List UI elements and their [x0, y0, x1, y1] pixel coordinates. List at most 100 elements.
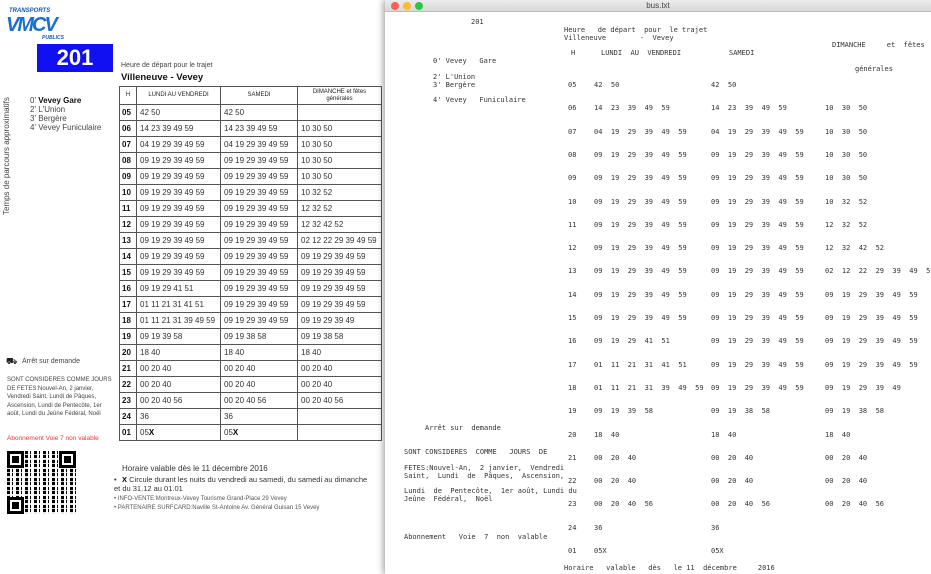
stop-name: L'Union: [38, 105, 66, 114]
cell-dimanche: 18 40: [297, 344, 382, 361]
on-request-label: Arrêt sur demande: [22, 358, 80, 365]
txt-cell-dimanche: 00 20 40: [825, 453, 868, 462]
txt-cell-lundi: 00 20 40: [594, 477, 637, 486]
txt-cell-lundi: 00 20 40: [594, 453, 637, 462]
txt-holidays: Lundi de Pentecôte, 1er août, Lundi du: [404, 487, 577, 495]
stop-item: 2' L'Union: [30, 105, 101, 114]
cell-h: 08: [119, 152, 137, 169]
txt-cell-dimanche: 09 19 38 58: [825, 407, 885, 416]
cell-dimanche: 09 19 29 39 49 59: [297, 296, 382, 313]
timetable-row: 13 09 19 29 39 49 59 09 19 29 39 49 59 02 1…: [119, 232, 382, 249]
cell-samedi: 09 19 29 39 49 59: [220, 184, 298, 201]
timetable-row: 16 09 19 29 41 51 09 19 29 39 49 59 09 19 2…: [119, 280, 382, 297]
cell-h: 24: [119, 408, 137, 425]
txt-cell-samedi: 09 19 29 39 49 59: [711, 360, 804, 369]
cell-lundi: 09 19 29 39 49 59: [136, 168, 221, 185]
txt-cell-lundi: 09 19 29 39 49 59: [594, 220, 687, 229]
txt-cell-lundi: 09 19 29 41 51: [594, 337, 670, 346]
cell-dimanche: 10 30 50: [297, 152, 382, 169]
txt-cell-samedi: 09 19 29 39 49 59: [711, 314, 804, 322]
partner-line: • PARTENAIRE SURFCARD:Naville St-Antoine…: [114, 505, 320, 511]
timetable-row: 10 09 19 29 39 49 59 09 19 29 39 49 59 10 3…: [119, 184, 382, 201]
txt-cell-dimanche: 02 12 22 29 39 49 59: [825, 267, 931, 276]
txt-cell-h: 16: [568, 337, 577, 346]
txt-holidays: FETES:Nouvel-An, 2 janvier, Vendredi: [404, 464, 565, 472]
cell-lundi: 09 19 39 58: [136, 328, 221, 345]
txt-cell-samedi: 09 19 38 58: [711, 407, 771, 416]
txt-cell-dimanche: 09 19 29 39 49 59: [825, 337, 918, 346]
txt-cell-dimanche: 10 32 52: [825, 197, 868, 206]
txt-cell-h: 06: [568, 104, 577, 113]
cell-dimanche: 09 19 29 39 49: [297, 312, 382, 329]
holidays-note: SONT CONSIDERES COMME JOURS DE FETES:Nou…: [7, 377, 112, 417]
close-button[interactable]: [391, 2, 399, 10]
txt-heading1: Heure de départ pour le trajet: [564, 26, 708, 34]
txt-cell-h: 01: [568, 547, 577, 555]
txt-cell-samedi: 36: [711, 523, 720, 532]
cell-h: 17: [119, 296, 137, 313]
cell-dimanche: 10 32 52: [297, 184, 382, 201]
zoom-button[interactable]: [415, 2, 423, 10]
on-request-icon: ⛟: [6, 356, 18, 366]
timetable-row: 15 09 19 29 39 49 59 09 19 29 39 49 59 09 1…: [119, 264, 382, 281]
cell-lundi: 42 50: [136, 104, 221, 121]
txt-cell-lundi: 09 19 29 39 49 59: [594, 244, 687, 253]
txt-cell-h: 17: [568, 360, 577, 369]
cell-h: 15: [119, 264, 137, 281]
col-weekdays: LUNDI AU VENDREDI: [136, 86, 221, 105]
timetable-row: 07 04 19 29 39 49 59 04 19 29 39 49 59 10 3…: [119, 136, 382, 153]
cell-h: 13: [119, 232, 137, 249]
txt-cell-lundi: 09 19 29 39 49 59: [594, 197, 687, 206]
cell-samedi: 00 20 40 56: [220, 392, 298, 409]
txt-col-hour: H: [571, 49, 576, 57]
timetable: H LUNDI AU VENDREDI SAMEDI DIMANCHE et f…: [119, 86, 382, 441]
cell-dimanche: 10 30 50: [297, 120, 382, 137]
title-bar[interactable]: bus.txt: [385, 0, 931, 12]
timetable-row: 19 09 19 39 58 09 19 38 58 09 19 38 58: [119, 328, 382, 345]
timetable-row: 12 09 19 29 39 49 59 09 19 29 39 49 59 12 3…: [119, 216, 382, 233]
txt-cell-dimanche: 10 30 50: [825, 174, 868, 183]
txt-cell-h: 23: [568, 500, 577, 509]
txt-cell-dimanche: 09 19 29 39 49 59: [825, 314, 918, 322]
cell-dimanche: 10 30 50: [297, 136, 382, 153]
txt-cell-samedi: 18 40: [711, 430, 737, 439]
txt-cell-samedi: 09 19 29 39 49 59: [711, 220, 804, 229]
cell-samedi: 36: [220, 408, 298, 425]
txt-subscription: Abonnement Voie 7 non valable: [404, 533, 548, 541]
txt-col-sunday: DIMANCHE et fêtes: [832, 41, 925, 49]
stop-time: 2': [30, 105, 36, 114]
cell-dimanche: 09 19 29 39 49 59: [297, 248, 382, 265]
txt-cell-h: 07: [568, 127, 577, 136]
col-sunday: DIMANCHE et fêtes générales: [297, 86, 382, 105]
txt-cell-dimanche: 12 32 52: [825, 220, 868, 229]
stop-time: 3': [30, 114, 36, 123]
stop-item: 0' Vevey Gare: [30, 96, 101, 105]
txt-cell-h: 08: [568, 150, 577, 159]
col-hour: H: [119, 86, 137, 105]
txt-cell-lundi: 09 19 29 39 49 59: [594, 267, 687, 276]
txt-cell-h: 22: [568, 477, 577, 486]
txt-cell-lundi: 36: [594, 523, 603, 532]
txt-cell-h: 11: [568, 220, 577, 229]
txt-cell-dimanche: 09 19 29 39 49 59: [825, 290, 918, 299]
cell-dimanche: 09 19 29 39 49 59: [297, 280, 382, 297]
cell-samedi: 09 19 29 39 49 59: [220, 168, 298, 185]
minimize-button[interactable]: [403, 2, 411, 10]
pdf-timetable-page: TRANSPORTS VMCV PUBLICS 201 Temps de par…: [0, 0, 385, 574]
cell-h: 19: [119, 328, 137, 345]
subscription-note: Abonnement Voie 7 non valable: [7, 435, 99, 442]
cell-lundi: 09 19 29 39 49 59: [136, 248, 221, 265]
cell-h: 10: [119, 184, 137, 201]
txt-cell-lundi: 09 19 29 39 49 59: [594, 290, 687, 299]
txt-cell-dimanche: 00 20 40: [825, 477, 868, 486]
txt-cell-lundi: 18 40: [594, 430, 620, 439]
txt-cell-dimanche: 09 19 29 39 49: [825, 383, 901, 392]
txt-cell-h: 19: [568, 407, 577, 416]
txt-holidays: Saint, Lundi de Pâques, Ascension,: [404, 472, 565, 480]
txt-cell-h: 12: [568, 244, 577, 253]
txt-valid-from: Horaire valable dès le 11 décembre 2016: [564, 564, 775, 572]
cell-h: 22: [119, 376, 137, 393]
cell-samedi: 09 19 29 39 49 59: [220, 296, 298, 313]
cell-h: 14: [119, 248, 137, 265]
cell-lundi: 01 11 21 31 39 49 59: [136, 312, 221, 329]
